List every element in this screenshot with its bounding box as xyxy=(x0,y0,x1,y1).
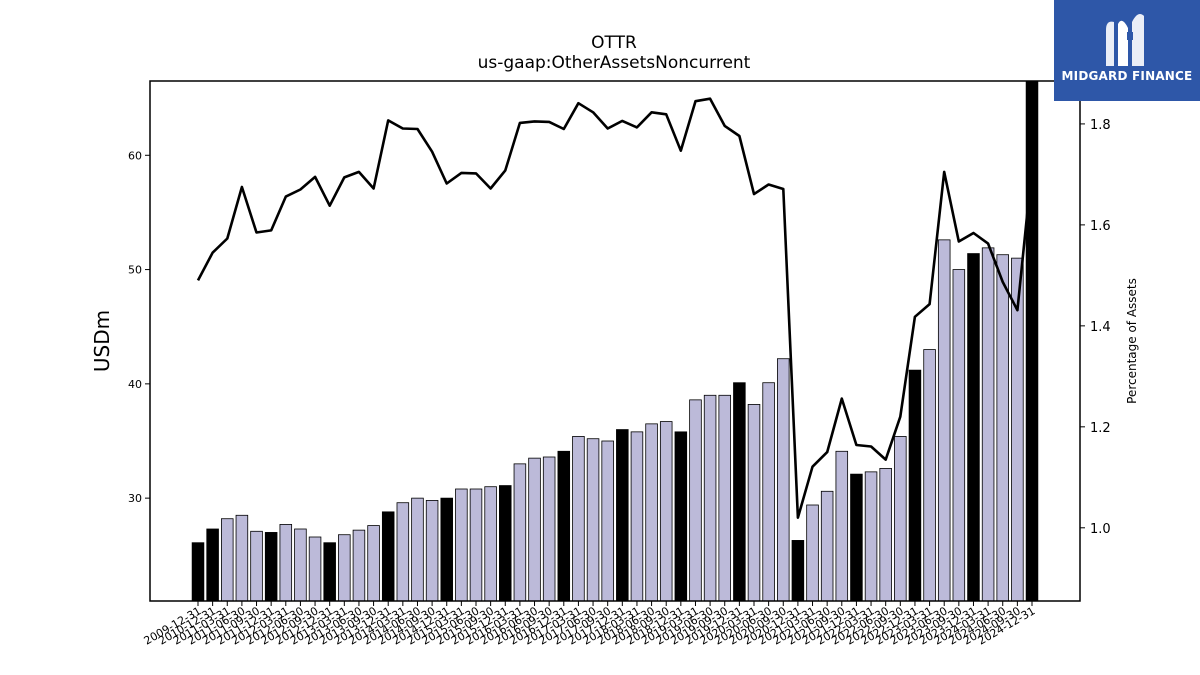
chart-subtitle: us-gaap:OtherAssetsNoncurrent xyxy=(478,53,751,73)
bar xyxy=(572,436,585,602)
bar xyxy=(820,490,834,602)
bar xyxy=(733,382,746,602)
y-tick-label: 50 xyxy=(128,264,142,277)
bar xyxy=(264,532,278,602)
bar xyxy=(967,253,980,602)
bar xyxy=(425,500,439,602)
plot-frame xyxy=(149,80,1081,602)
y2-tick-label: 1.0 xyxy=(1090,522,1111,537)
y2-tick-label: 1.4 xyxy=(1090,320,1111,335)
bar xyxy=(469,488,483,602)
bar xyxy=(718,394,731,602)
bar xyxy=(411,497,424,602)
bar xyxy=(250,530,263,602)
percentage-line-group xyxy=(196,97,1034,520)
bar xyxy=(440,497,453,602)
y-tick-label: 60 xyxy=(128,149,142,162)
bar xyxy=(908,369,922,602)
bar xyxy=(557,450,571,602)
midgard-finance-logo: MIDGARD FINANCE xyxy=(1054,0,1200,101)
bar xyxy=(981,247,995,602)
bar xyxy=(279,524,293,602)
bar xyxy=(923,349,936,602)
bar xyxy=(323,542,336,602)
bar xyxy=(616,429,629,602)
bar xyxy=(645,423,658,602)
bar xyxy=(191,542,205,602)
bar xyxy=(542,456,556,602)
bar xyxy=(294,528,307,602)
bar xyxy=(747,404,761,602)
bar xyxy=(952,269,966,602)
bar xyxy=(674,431,688,602)
y2-axis-label: Percentage of Assets xyxy=(1125,278,1139,404)
bar xyxy=(381,511,395,602)
bar xyxy=(659,421,673,602)
bar xyxy=(338,534,351,602)
bar xyxy=(308,536,322,602)
bar xyxy=(352,529,366,602)
bar xyxy=(484,486,497,602)
bar xyxy=(221,518,234,602)
bar xyxy=(1025,80,1039,602)
percentage-line xyxy=(196,97,1034,520)
bar xyxy=(630,431,644,602)
bar xyxy=(835,450,849,602)
y2-tick-label: 1.2 xyxy=(1090,421,1111,436)
y2-tick-label: 1.6 xyxy=(1090,219,1111,234)
y-tick-label: 40 xyxy=(128,378,142,391)
bar xyxy=(396,502,410,602)
bar xyxy=(996,254,1009,602)
bar xyxy=(586,438,600,602)
bar xyxy=(513,463,527,602)
bar-group xyxy=(191,80,1039,602)
bar xyxy=(762,382,775,602)
y2-tick-label: 1.8 xyxy=(1090,118,1111,133)
y-tick-label: 30 xyxy=(128,492,142,505)
bar xyxy=(937,239,951,602)
bar xyxy=(206,528,219,602)
bar xyxy=(499,485,512,602)
y-axis-label: USDm xyxy=(90,310,114,372)
bar xyxy=(777,358,790,602)
bar xyxy=(235,514,249,602)
bar xyxy=(879,468,892,602)
bar xyxy=(703,394,717,602)
bar xyxy=(601,440,614,602)
bar xyxy=(806,504,819,602)
bar xyxy=(367,525,380,602)
bar xyxy=(455,488,468,602)
bar xyxy=(894,436,907,602)
bar xyxy=(689,399,702,602)
bar xyxy=(864,471,878,602)
bar xyxy=(850,473,863,602)
logo-mark-icon xyxy=(1106,14,1144,66)
bar xyxy=(791,540,805,602)
bar xyxy=(528,457,541,602)
chart-title: OTTR xyxy=(591,33,637,53)
logo-text: MIDGARD FINANCE xyxy=(1061,69,1193,83)
